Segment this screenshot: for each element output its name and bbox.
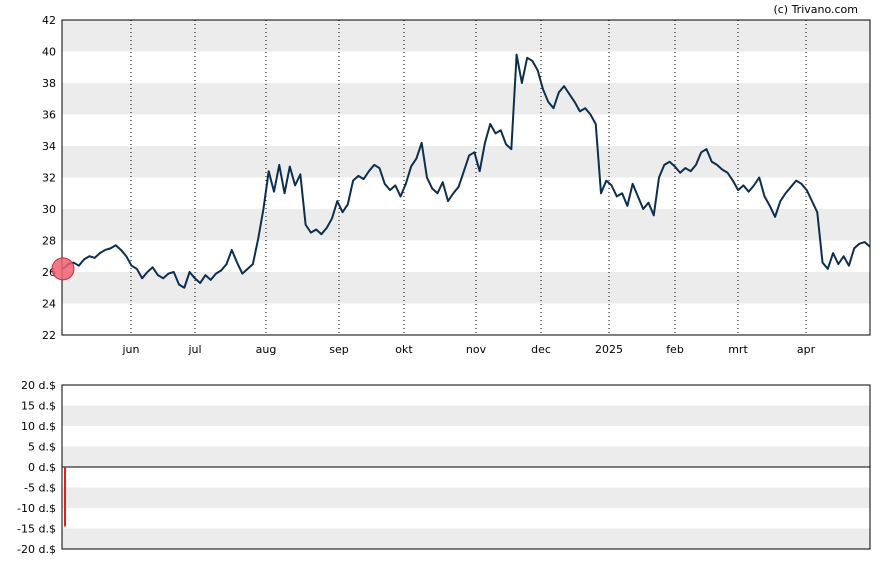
y-tick-label: 30 — [42, 203, 56, 216]
y-tick-label: 32 — [42, 172, 56, 185]
x-tick-label: jul — [187, 343, 201, 356]
y-tick-label: -5 d.$ — [24, 482, 56, 495]
y-tick-label: 34 — [42, 140, 56, 153]
plot-frame — [61, 384, 871, 550]
x-tick-label: 2025 — [595, 343, 623, 356]
y-tick-label: -15 d.$ — [17, 523, 56, 536]
y-tick-label: 28 — [42, 235, 56, 248]
start-marker — [51, 257, 75, 281]
y-tick-label: 20 d.$ — [21, 379, 56, 392]
dividend-panel: 20 d.$ 15 d.$ 10 d.$ 5 d.$ 0 d.$ -5 d.$ -10 d.… — [17, 379, 871, 556]
x-tick-label: mrt — [728, 343, 748, 356]
x-tick-label: nov — [466, 343, 487, 356]
grid-band — [62, 487, 870, 508]
y-tick-label: 0 d.$ — [28, 461, 56, 474]
grid-band — [62, 209, 870, 241]
price-line — [62, 53, 871, 289]
y-tick-label: 5 d.$ — [28, 441, 56, 454]
y-tick-label: 24 — [42, 298, 56, 311]
y-tick-label: -10 d.$ — [17, 502, 56, 515]
grid-band — [62, 446, 870, 467]
x-tick-label: okt — [395, 343, 413, 356]
y-tick-label: -20 d.$ — [17, 543, 56, 556]
x-tick-label: apr — [797, 343, 816, 356]
grid-band — [62, 405, 870, 426]
x-tick-label: dec — [531, 343, 551, 356]
plot-frame — [61, 19, 871, 336]
grid-band — [62, 20, 870, 52]
y-tick-label: 42 — [42, 14, 56, 27]
y-tick-label: 22 — [42, 329, 56, 342]
x-tick-label: feb — [666, 343, 684, 356]
credit-label: (c) Trivano.com — [773, 3, 858, 16]
x-tick-label: sep — [329, 343, 348, 356]
y-tick-label: 38 — [42, 77, 56, 90]
y-tick-label: 40 — [42, 46, 56, 59]
y-tick-label: 36 — [42, 109, 56, 122]
x-tick-label: aug — [256, 343, 277, 356]
x-tick-label: jun — [122, 343, 140, 356]
y-tick-label: 15 d.$ — [21, 400, 56, 413]
grid-band — [62, 272, 870, 304]
grid-band — [62, 83, 870, 115]
y-tick-label: 10 d.$ — [21, 420, 56, 433]
grid-band — [62, 528, 870, 549]
